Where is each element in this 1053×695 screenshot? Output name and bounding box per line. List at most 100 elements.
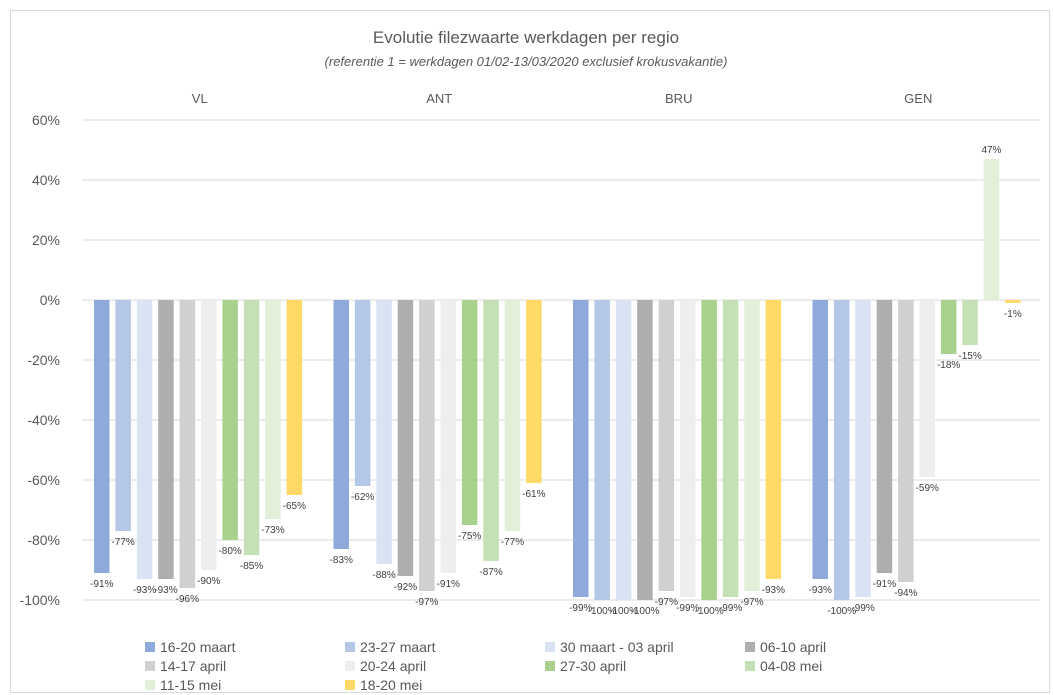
bar xyxy=(179,300,196,588)
data-label: 47% xyxy=(981,145,1001,156)
data-label: -65% xyxy=(283,501,306,512)
region-label: BRU xyxy=(665,91,692,106)
legend-swatch xyxy=(545,642,555,652)
data-label: -77% xyxy=(111,537,134,548)
legend-item: 16-20 maart xyxy=(145,639,236,655)
legend-swatch xyxy=(145,661,155,671)
bar xyxy=(397,300,414,576)
data-labels: -91%-77%-93%-93%-96%-90%-80%-85%-73%-65%… xyxy=(90,145,1022,617)
legend-item: 20-24 april xyxy=(345,658,426,674)
legend-label: 06-10 april xyxy=(760,639,826,655)
y-tick-label: -100% xyxy=(20,592,60,608)
bar xyxy=(286,300,303,495)
data-label: -100% xyxy=(827,606,856,617)
data-label: -99% xyxy=(569,603,592,614)
bar xyxy=(158,300,174,579)
chart-title: Evolutie filezwaarte werkdagen per regio xyxy=(373,28,679,47)
legend-swatch xyxy=(345,642,355,652)
bar xyxy=(898,300,914,582)
region-label: VL xyxy=(192,91,208,106)
data-label: -91% xyxy=(437,579,460,590)
bar xyxy=(461,300,478,525)
data-label: -90% xyxy=(197,576,220,587)
bar xyxy=(573,300,589,597)
bar xyxy=(637,300,653,600)
data-label: -92% xyxy=(394,582,417,593)
bar xyxy=(658,300,675,591)
data-label: -100% xyxy=(695,606,724,617)
data-label: -93% xyxy=(154,585,177,596)
legend-label: 14-17 april xyxy=(160,658,226,674)
data-label: -99% xyxy=(676,603,699,614)
legend-item: 11-15 mei xyxy=(145,677,221,693)
y-tick-label: -20% xyxy=(27,352,60,368)
y-tick-label: 60% xyxy=(32,112,60,128)
data-label: -91% xyxy=(873,579,896,590)
bar xyxy=(940,300,957,354)
data-label: -96% xyxy=(176,594,199,605)
bar xyxy=(680,300,696,597)
data-label: -88% xyxy=(372,570,395,581)
bars xyxy=(94,159,1021,600)
data-label: -93% xyxy=(133,585,156,596)
bar xyxy=(526,300,542,483)
data-label: -1% xyxy=(1004,309,1022,320)
bar xyxy=(876,300,893,573)
legend-item: 30 maart - 03 april xyxy=(545,639,674,655)
data-label: -18% xyxy=(937,360,960,371)
data-label: -93% xyxy=(762,585,785,596)
region-label: ANT xyxy=(426,91,452,106)
data-label: -97% xyxy=(655,597,678,608)
legend-label: 27-30 april xyxy=(560,658,626,674)
bar xyxy=(919,300,935,477)
legend-item: 14-17 april xyxy=(145,658,226,674)
data-label: -100% xyxy=(609,606,638,617)
data-label: -77% xyxy=(501,537,524,548)
bar xyxy=(265,300,281,519)
y-tick-label: -40% xyxy=(27,412,60,428)
data-label: -59% xyxy=(916,483,939,494)
legend-label: 18-20 mei xyxy=(360,677,422,693)
legend: 16-20 maart 23-27 maart 30 maart - 03 apri… xyxy=(145,639,826,693)
bar xyxy=(701,300,717,600)
bar xyxy=(855,300,871,597)
legend-swatch xyxy=(345,661,355,671)
bar xyxy=(222,300,238,540)
data-label: -99% xyxy=(719,603,742,614)
data-label: -93% xyxy=(809,585,832,596)
bar xyxy=(812,300,828,579)
legend-item: 04-08 mei xyxy=(745,658,822,674)
bar xyxy=(765,300,782,579)
data-label: -97% xyxy=(415,597,438,608)
region-label: GEN xyxy=(904,91,932,106)
bar xyxy=(201,300,217,570)
region-labels: VL ANT BRU GEN xyxy=(192,91,933,106)
bar xyxy=(722,300,739,597)
data-label: -73% xyxy=(261,525,284,536)
legend-item: 18-20 mei xyxy=(345,677,422,693)
data-label: -75% xyxy=(458,531,481,542)
data-label: -87% xyxy=(479,567,502,578)
bar xyxy=(354,300,371,486)
y-tick-label: 40% xyxy=(32,172,60,188)
data-label: -62% xyxy=(351,492,374,503)
y-tick-label: -60% xyxy=(27,472,60,488)
legend-label: 23-27 maart xyxy=(360,639,436,655)
legend-swatch xyxy=(145,642,155,652)
bar xyxy=(115,300,131,531)
bar xyxy=(483,300,499,561)
legend-label: 20-24 april xyxy=(360,658,426,674)
bar xyxy=(594,300,610,600)
bar xyxy=(962,300,978,345)
data-label: -83% xyxy=(330,555,353,566)
y-axis: 60% 40% 20% 0% -20% -40% -60% -80% -100% xyxy=(20,112,60,608)
data-label: -80% xyxy=(218,546,241,557)
bar xyxy=(333,300,349,549)
legend-swatch xyxy=(745,642,755,652)
data-label: -15% xyxy=(958,351,981,362)
bar xyxy=(1005,300,1021,303)
data-label: -97% xyxy=(740,597,763,608)
bar xyxy=(833,300,850,600)
legend-item: 23-27 maart xyxy=(345,639,436,655)
